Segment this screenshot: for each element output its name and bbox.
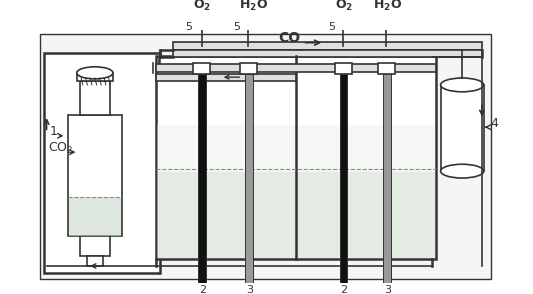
Bar — [193, 63, 211, 74]
Ellipse shape — [441, 164, 484, 178]
Bar — [173, 51, 482, 57]
Bar — [243, 14, 254, 21]
Text: $\mathbf{O_2}$: $\mathbf{O_2}$ — [335, 0, 353, 13]
Text: 3: 3 — [384, 285, 391, 294]
Bar — [441, 85, 484, 171]
Text: 3: 3 — [246, 285, 253, 294]
Ellipse shape — [441, 78, 484, 92]
Bar — [197, 14, 207, 21]
Text: $\mathbf{H_2O}$: $\mathbf{H_2O}$ — [239, 0, 268, 13]
Bar — [156, 64, 437, 72]
Text: 1: 1 — [50, 125, 58, 138]
Bar — [198, 74, 206, 285]
Bar — [44, 53, 160, 273]
Bar — [87, 255, 103, 266]
Bar — [80, 236, 109, 255]
Bar — [80, 81, 109, 115]
Bar — [173, 42, 482, 51]
Bar — [381, 14, 391, 21]
Bar — [240, 63, 257, 74]
Text: 5: 5 — [233, 22, 240, 32]
Text: 5: 5 — [185, 22, 192, 32]
Text: 2: 2 — [341, 285, 348, 294]
Bar — [69, 197, 121, 236]
Bar — [157, 172, 435, 258]
Bar — [335, 63, 352, 74]
Bar — [338, 14, 349, 21]
Ellipse shape — [77, 67, 113, 79]
Bar — [156, 56, 437, 259]
Text: 4: 4 — [490, 117, 498, 130]
Text: CO$_2$: CO$_2$ — [49, 141, 74, 156]
Bar — [68, 115, 122, 236]
Text: CO: CO — [279, 31, 301, 45]
Bar — [77, 73, 113, 81]
Bar — [156, 74, 296, 81]
Text: 2: 2 — [199, 285, 206, 294]
Bar — [340, 74, 348, 285]
Text: $\mathbf{H_2O}$: $\mathbf{H_2O}$ — [373, 0, 402, 13]
Bar — [378, 63, 395, 74]
Bar — [383, 74, 391, 285]
Text: 5: 5 — [328, 22, 336, 32]
Bar — [157, 125, 435, 172]
Text: $\mathbf{O_2}$: $\mathbf{O_2}$ — [193, 0, 211, 13]
Bar — [245, 74, 253, 285]
